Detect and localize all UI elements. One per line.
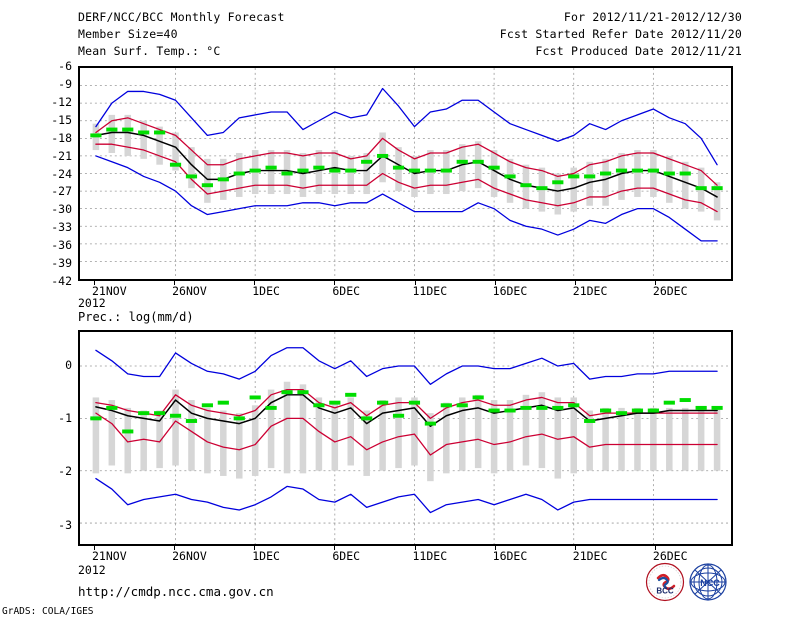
- precipitation-chart-panel: [78, 330, 733, 546]
- x-tick-label: 6DEC: [332, 284, 361, 298]
- x-tick-mark: [574, 546, 576, 550]
- temperature-year-label: 2012: [78, 296, 106, 310]
- x-tick-label: 26NOV: [172, 549, 207, 563]
- y-tick-label: -1: [58, 411, 72, 425]
- x-tick-label: 11DEC: [412, 549, 448, 563]
- y-tick-label: -30: [51, 202, 72, 217]
- y-tick-label: -42: [51, 274, 72, 288]
- x-tick-mark: [414, 281, 416, 285]
- y-tick-label: 0: [65, 357, 72, 372]
- ncc-logo: NCC: [689, 563, 727, 601]
- y-tick-label: -33: [51, 220, 72, 235]
- svg-text:NCC: NCC: [700, 578, 720, 588]
- forecast-title: DERF/NCC/BCC Monthly Forecast: [78, 10, 285, 24]
- temperature-chart-panel: [78, 66, 733, 281]
- x-tick-mark: [174, 546, 176, 550]
- y-tick-label: -2: [58, 464, 72, 479]
- x-tick-mark: [494, 546, 496, 550]
- y-tick-label: -15: [51, 112, 72, 127]
- fcst-started-label: Fcst Started Refer Date 2012/11/20: [499, 27, 742, 41]
- x-tick-mark: [94, 546, 95, 550]
- x-tick-label: 21DEC: [572, 549, 608, 563]
- precipitation-plot: [80, 332, 731, 544]
- temperature-plot: [80, 68, 731, 279]
- svg-text:BCC: BCC: [656, 587, 674, 596]
- y-tick-label: -9: [58, 76, 72, 91]
- y-tick-label: -3: [58, 517, 72, 532]
- x-tick-label: 1DEC: [252, 549, 280, 563]
- fcst-produced-label: Fcst Produced Date 2012/11/21: [535, 44, 742, 58]
- x-tick-label: 26DEC: [652, 549, 688, 563]
- x-tick-mark: [94, 281, 95, 285]
- x-tick-mark: [574, 281, 576, 285]
- x-tick-label: 21NOV: [92, 284, 127, 298]
- member-size-label: Member Size=40: [78, 27, 178, 41]
- x-tick-mark: [254, 546, 256, 550]
- x-tick-label: 26NOV: [172, 284, 207, 298]
- y-tick-label: -39: [51, 256, 72, 271]
- y-tick-label: -36: [51, 238, 72, 253]
- x-tick-mark: [414, 546, 416, 550]
- temp-panel-label: Mean Surf. Temp.: °C: [78, 44, 221, 58]
- y-tick-label: -6: [58, 59, 72, 73]
- x-tick-mark: [654, 546, 656, 550]
- x-tick-label: 1DEC: [252, 284, 280, 298]
- x-tick-mark: [494, 281, 496, 285]
- x-tick-mark: [654, 281, 656, 285]
- x-tick-label: 16DEC: [492, 549, 528, 563]
- x-tick-label: 11DEC: [412, 284, 448, 298]
- x-tick-label: 26DEC: [652, 284, 688, 298]
- x-tick-label: 16DEC: [492, 284, 528, 298]
- precipitation-year-label: 2012: [78, 563, 106, 577]
- y-tick-label: -12: [51, 94, 72, 109]
- x-tick-mark: [334, 546, 336, 550]
- y-tick-label: -27: [51, 184, 72, 199]
- forecast-period-label: For 2012/11/21-2012/12/30: [563, 10, 742, 24]
- y-tick-label: -21: [51, 148, 72, 163]
- x-tick-mark: [174, 281, 176, 285]
- grads-credit: GrADS: COLA/IGES: [2, 606, 94, 617]
- y-tick-label: -24: [51, 166, 72, 181]
- x-tick-mark: [254, 281, 256, 285]
- x-tick-label: 6DEC: [332, 549, 361, 563]
- source-url[interactable]: http://cmdp.ncc.cma.gov.cn: [78, 584, 274, 599]
- y-tick-label: -18: [51, 130, 72, 145]
- bcc-logo: BCC: [645, 562, 685, 602]
- precipitation-panel-label: Prec.: log(mm/d): [78, 310, 194, 324]
- x-tick-mark: [334, 281, 336, 285]
- x-tick-label: 21NOV: [92, 549, 127, 563]
- x-tick-label: 21DEC: [572, 284, 608, 298]
